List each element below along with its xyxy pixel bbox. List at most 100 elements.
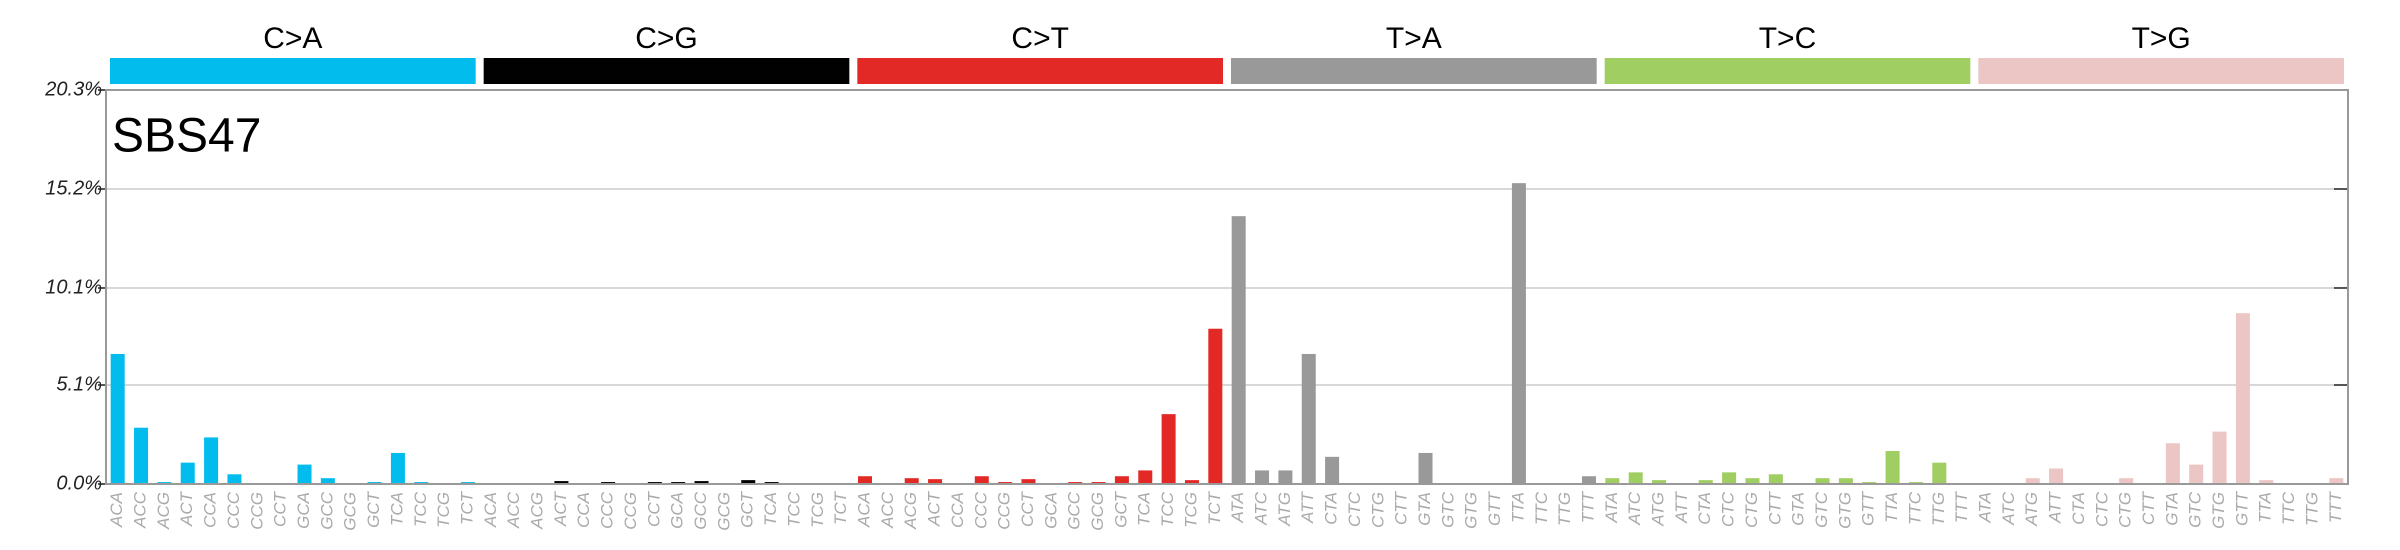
x-tick-label: GCG — [341, 492, 360, 531]
x-tick-label: GCA — [668, 492, 687, 529]
x-tick-label: ATG — [1275, 492, 1294, 527]
x-tick-label: GTA — [1789, 492, 1808, 526]
x-tick-label: ACG — [528, 492, 547, 530]
x-tick-label: CTG — [1742, 492, 1761, 528]
x-tick-label: CTA — [1322, 492, 1341, 525]
bar — [110, 353, 125, 484]
x-tick-label: CTG — [2116, 492, 2135, 528]
x-tick-label: ACC — [878, 491, 897, 529]
bar — [1745, 478, 1760, 484]
x-tick-label: TCT — [1205, 490, 1224, 525]
x-tick-label: ACA — [107, 492, 126, 528]
x-tick-label: ATG — [1649, 492, 1668, 527]
x-tick-label: TTG — [2302, 492, 2321, 526]
x-tick-label: ATC — [1252, 491, 1271, 525]
x-tick-label: CCA — [948, 492, 967, 528]
x-tick-label: TCC — [784, 491, 803, 527]
x-tick-label: TTG — [1929, 492, 1948, 526]
x-tick-label: GCC — [691, 491, 710, 530]
bar — [1021, 479, 1036, 484]
group-bar — [1231, 58, 1597, 84]
y-tick-label: 0.0% — [56, 472, 102, 494]
x-tick-label: GCT — [1111, 490, 1130, 528]
x-tick-label: TCT — [831, 490, 850, 525]
bar — [1301, 353, 1316, 484]
x-tick-label: TCA — [761, 492, 780, 526]
x-tick-label: TCG — [808, 492, 827, 528]
x-tick-label: CCT — [644, 490, 663, 527]
bar — [1325, 456, 1340, 484]
bar — [1838, 478, 1853, 484]
bar — [320, 478, 335, 484]
group-bar — [857, 58, 1223, 84]
x-tick-label: CTA — [2069, 492, 2088, 525]
x-tick-label: ATC — [1999, 491, 2018, 525]
bar — [204, 437, 219, 484]
x-tick-label: TTA — [1882, 492, 1901, 523]
x-tick-label: CCT — [271, 490, 290, 527]
y-tick-label: 15.2% — [45, 177, 102, 199]
x-tick-label: TCG — [434, 492, 453, 528]
y-tick-label: 5.1% — [56, 373, 102, 395]
bar — [1184, 480, 1199, 484]
x-tick-label: ACA — [854, 492, 873, 528]
x-tick-label: ACT — [551, 490, 570, 527]
x-tick-label: CTT — [1392, 490, 1411, 525]
x-tick-label: GTC — [2186, 491, 2205, 528]
x-tick-label: GCG — [1088, 492, 1107, 531]
y-tick-label: 20.3% — [44, 78, 102, 100]
bar — [1278, 470, 1293, 484]
bar — [2235, 313, 2250, 484]
bar — [1255, 470, 1270, 484]
bar — [2329, 478, 2344, 484]
bar — [1885, 451, 1900, 484]
x-tick-label: ACG — [901, 492, 920, 530]
x-tick-label: ATA — [1602, 492, 1621, 524]
group-label: C>G — [635, 22, 698, 55]
x-tick-label: ATG — [2022, 492, 2041, 527]
x-tick-label: GTC — [1812, 491, 1831, 528]
bar — [2025, 478, 2040, 484]
x-tick-label: TCC — [411, 491, 430, 527]
group-label: T>C — [1759, 22, 1817, 55]
y-tick-label: 10.1% — [45, 276, 102, 298]
bar — [134, 427, 149, 484]
x-tick-label: CCC — [224, 491, 243, 529]
x-tick-label: CTC — [1719, 491, 1738, 527]
x-tick-label: GTC — [1438, 491, 1457, 528]
bar — [297, 464, 312, 484]
bar — [1768, 474, 1783, 484]
bar — [904, 478, 919, 484]
bar — [1114, 476, 1129, 484]
x-tick-label: GTG — [2209, 492, 2228, 529]
bar — [694, 481, 709, 484]
group-label: T>A — [1386, 22, 1442, 55]
x-tick-label: GTT — [1859, 490, 1878, 526]
x-tick-label: GCT — [738, 490, 757, 528]
x-tick-label: TCA — [1135, 492, 1154, 526]
x-tick-label: TTA — [2256, 492, 2275, 523]
bar — [1815, 478, 1830, 484]
x-tick-label: ATA — [1228, 492, 1247, 524]
bar — [1605, 478, 1620, 484]
x-tick-label: CTT — [2139, 490, 2158, 525]
bar — [2049, 468, 2064, 484]
bar — [928, 479, 943, 484]
x-tick-label: GCC — [317, 491, 336, 530]
x-tick-label: CTG — [1368, 492, 1387, 528]
group-bar — [1604, 58, 1971, 84]
x-tick-label: TCT — [457, 490, 476, 525]
x-tick-label: TCC — [1158, 491, 1177, 527]
x-tick-label: GTG — [1462, 492, 1481, 529]
x-tick-label: GTT — [2232, 490, 2251, 526]
x-tick-label: GTA — [1415, 492, 1434, 526]
x-tick-label: CTA — [1695, 492, 1714, 525]
x-tick-label: GCT — [364, 490, 383, 528]
x-tick-label: ACG — [154, 492, 173, 530]
x-tick-label: ACT — [925, 490, 944, 527]
x-tick-label: GCC — [1065, 491, 1084, 530]
group-label: T>G — [2132, 22, 2191, 55]
x-tick-label: ATT — [2046, 490, 2065, 523]
